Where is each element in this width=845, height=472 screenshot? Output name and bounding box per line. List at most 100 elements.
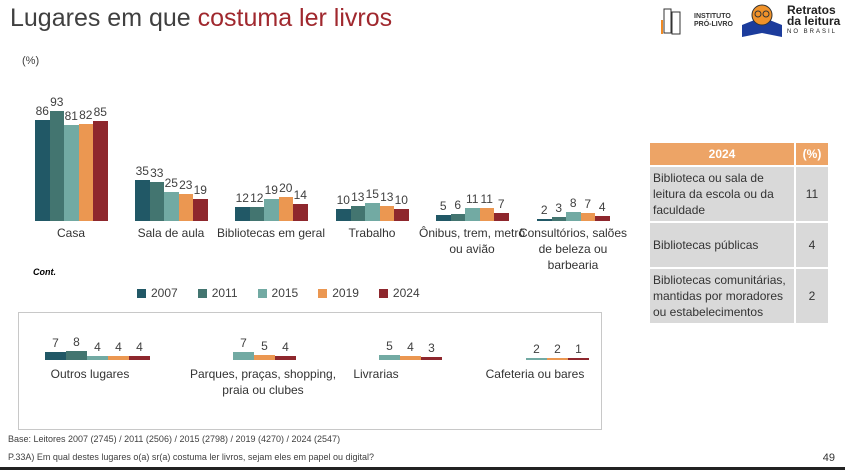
bar-2024 bbox=[494, 212, 509, 221]
bar-2015 bbox=[264, 198, 279, 221]
data-label: 7 bbox=[52, 336, 59, 351]
bar-2019 bbox=[379, 205, 394, 221]
bar-2019 bbox=[547, 357, 568, 360]
legend-label: 2015 bbox=[271, 286, 299, 300]
data-label: 2 bbox=[533, 341, 540, 356]
legend-swatch bbox=[378, 288, 388, 298]
category-label: Outros lugares bbox=[50, 367, 130, 381]
bar-2011 bbox=[149, 182, 164, 221]
data-label: 7 bbox=[240, 336, 247, 351]
bar-2024 bbox=[293, 204, 308, 221]
continued-chart-box bbox=[18, 312, 602, 430]
table-cell-value: 11 bbox=[796, 167, 828, 221]
question-note: P.33A) Em qual destes lugares o(a) sr(a)… bbox=[8, 452, 375, 462]
legend-swatch bbox=[137, 288, 146, 298]
data-label: 5 bbox=[439, 199, 447, 214]
data-label: 3 bbox=[428, 340, 435, 355]
bar-2024 bbox=[568, 358, 589, 360]
data-label: 4 bbox=[94, 339, 101, 354]
data-label: 11 bbox=[466, 192, 479, 207]
bar-2024 bbox=[93, 120, 108, 221]
bar-2015 bbox=[465, 208, 480, 221]
category-label: Cafeteria ou bares bbox=[485, 367, 585, 381]
library-breakdown-table: 2024 (%) Biblioteca ou sala de leitura da… bbox=[648, 141, 830, 325]
bar-2024 bbox=[193, 198, 208, 221]
logo1-text: INSTITUTO PRÓ-LIVRO bbox=[694, 13, 733, 28]
bar-2007 bbox=[537, 218, 552, 221]
data-label: 85 bbox=[93, 104, 107, 119]
legend-swatch bbox=[257, 288, 267, 298]
bar-2007 bbox=[135, 179, 150, 221]
bottom-rule bbox=[0, 467, 845, 470]
data-label: 23 bbox=[179, 177, 193, 192]
bar-2019 bbox=[479, 208, 494, 221]
category-label: Bibliotecas em geral bbox=[216, 226, 326, 240]
category-label: Livrarias bbox=[353, 367, 399, 381]
bar-2015 bbox=[526, 357, 547, 360]
data-label: 25 bbox=[164, 175, 178, 190]
table-row: Bibliotecas comunitárias, mantidas por m… bbox=[650, 269, 828, 323]
legend-item-2007: 2007 bbox=[137, 286, 178, 300]
data-label: 82 bbox=[79, 108, 93, 123]
page-number: 49 bbox=[822, 452, 835, 464]
data-label: 5 bbox=[386, 338, 393, 353]
table-cell-label: Biblioteca ou sala de leitura da escola … bbox=[650, 167, 794, 221]
legend-label: 2007 bbox=[151, 286, 178, 300]
legend-item-2015: 2015 bbox=[257, 286, 299, 300]
bar-2015 bbox=[365, 203, 380, 221]
table-cell-label: Bibliotecas comunitárias, mantidas por m… bbox=[650, 269, 794, 323]
bar-2011 bbox=[450, 213, 465, 221]
legend-item-2024: 2024 bbox=[378, 286, 420, 300]
bar-2011 bbox=[551, 217, 566, 221]
bar-2007 bbox=[45, 352, 66, 360]
data-label: 13 bbox=[351, 189, 365, 204]
category-label: Sala de aula bbox=[137, 226, 205, 240]
data-label: 12 bbox=[250, 190, 264, 205]
bar-2007 bbox=[436, 215, 451, 221]
data-label: 35 bbox=[135, 163, 149, 178]
logo-instituto-pro-livro: INSTITUTO PRÓ-LIVRO bbox=[660, 6, 734, 36]
data-label: 15 bbox=[365, 187, 379, 202]
data-label: 7 bbox=[497, 196, 505, 211]
title-text: Lugares em que bbox=[10, 4, 198, 32]
bar-2015 bbox=[233, 352, 254, 360]
logo2-line1: Retratos bbox=[787, 2, 836, 17]
bar-2024 bbox=[421, 356, 442, 360]
category-label: Parques, praças, shopping, praia ou club… bbox=[189, 367, 337, 397]
bar-2019 bbox=[178, 193, 193, 221]
table-cell-value: 2 bbox=[796, 269, 828, 323]
bar-2007 bbox=[235, 206, 250, 221]
legend-swatch bbox=[318, 288, 328, 298]
logo2-line3: NO BRASIL bbox=[787, 28, 838, 35]
category-label: Consultórios, salões de beleza ou barbea… bbox=[518, 226, 628, 272]
bar-2015 bbox=[87, 355, 108, 360]
data-label: 4 bbox=[115, 339, 122, 354]
bar-2019 bbox=[580, 212, 595, 221]
logo2-line2: da leitura bbox=[787, 13, 841, 28]
cont-label: Cont. bbox=[33, 267, 56, 277]
unit-label: (%) bbox=[22, 55, 40, 67]
books-icon bbox=[661, 8, 681, 35]
data-label: 4 bbox=[136, 339, 143, 354]
legend-item-2011: 2011 bbox=[197, 286, 238, 300]
category-label: Casa bbox=[56, 226, 85, 240]
data-label: 19 bbox=[193, 182, 207, 197]
legend-label: 2011 bbox=[211, 286, 238, 300]
data-label: 86 bbox=[35, 103, 49, 118]
bar-2015 bbox=[164, 191, 179, 221]
data-label: 12 bbox=[235, 190, 249, 205]
data-label: 11 bbox=[480, 192, 493, 207]
bar-2015 bbox=[64, 125, 79, 221]
table-cell-label: Bibliotecas públicas bbox=[650, 223, 794, 267]
data-label: 10 bbox=[394, 193, 408, 208]
legend-label: 2019 bbox=[332, 286, 359, 300]
data-label: 2 bbox=[554, 341, 561, 356]
legend-item-2019: 2019 bbox=[318, 286, 359, 300]
data-label: 10 bbox=[336, 193, 350, 208]
table-header-unit: (%) bbox=[796, 143, 828, 165]
data-label: 14 bbox=[293, 188, 307, 203]
logo-retratos-da-leitura: Retratos da leitura NO BRASIL bbox=[740, 3, 840, 39]
bar-2024 bbox=[394, 209, 409, 221]
bar-2019 bbox=[254, 354, 275, 360]
bar-2019 bbox=[400, 355, 421, 360]
